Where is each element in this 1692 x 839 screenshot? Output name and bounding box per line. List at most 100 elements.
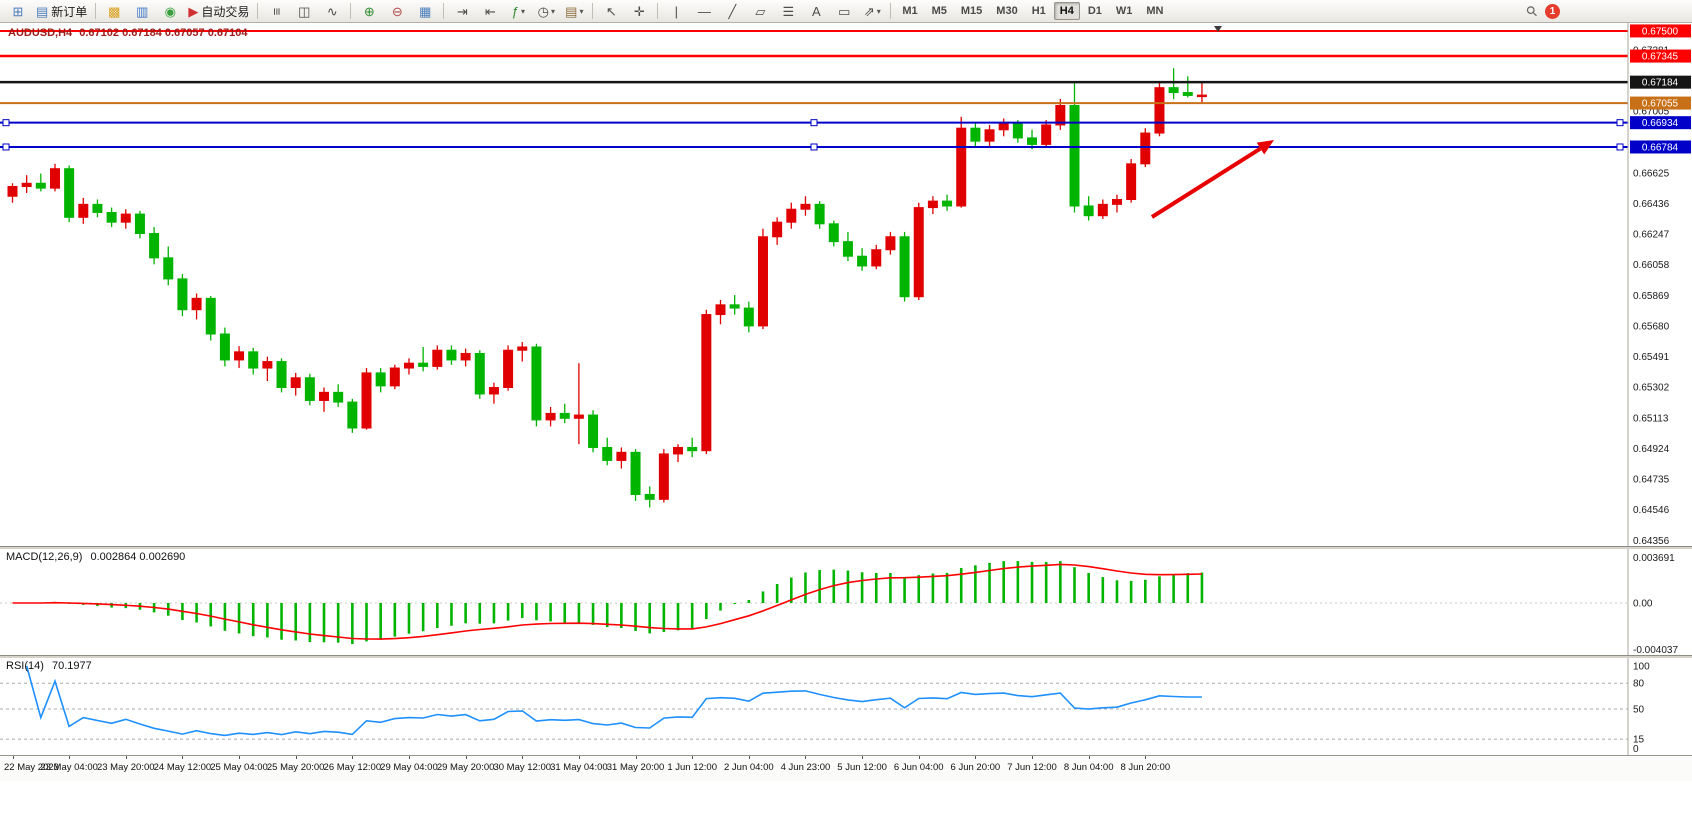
price-badge-0.67345: 0.67345 bbox=[1630, 49, 1691, 63]
line-handle[interactable] bbox=[2, 143, 10, 151]
candle bbox=[673, 444, 684, 463]
rsi-panel[interactable]: 100 80 50 150 bbox=[0, 658, 1692, 755]
cursor-icon[interactable]: ↖ bbox=[598, 2, 624, 21]
time-label: 25 May 04:00 bbox=[210, 762, 268, 773]
cursor-icon: ↖ bbox=[605, 3, 617, 19]
candle bbox=[956, 116, 967, 208]
auto-scroll-icon[interactable]: ⇥ bbox=[449, 2, 475, 21]
zoom-out-icon[interactable]: ⊖ bbox=[384, 2, 410, 21]
periods-icon[interactable]: ◷ ▾ bbox=[533, 2, 559, 21]
candle bbox=[92, 199, 103, 218]
timeframe-button-m15[interactable]: M15 bbox=[960, 5, 983, 17]
time-label: 26 May 12:00 bbox=[323, 762, 382, 773]
horizontal-line-icon[interactable]: — bbox=[691, 2, 717, 21]
time-tick bbox=[578, 756, 580, 759]
candle bbox=[857, 248, 868, 271]
line-handle[interactable] bbox=[810, 119, 818, 127]
zoom-in-icon: ⊕ bbox=[363, 3, 375, 19]
candle bbox=[64, 165, 75, 223]
vertical-line-icon[interactable]: | bbox=[663, 2, 689, 21]
zoom-in-icon[interactable]: ⊕ bbox=[356, 2, 382, 21]
toolbar-separator bbox=[95, 3, 97, 19]
time-tick bbox=[352, 756, 354, 759]
svg-text:0.67500: 0.67500 bbox=[1642, 26, 1679, 37]
timeframe-button-mn[interactable]: MN bbox=[1146, 5, 1164, 17]
trendline-icon[interactable]: ╱ bbox=[719, 2, 745, 21]
candlestick-chart-icon[interactable]: ◫ bbox=[291, 2, 317, 21]
auto-scroll-icon: ⇥ bbox=[456, 3, 468, 19]
panel-separator[interactable] bbox=[0, 546, 1692, 549]
chart-title: AUDUSD,H4 0.67102 0.67184 0.67057 0.6710… bbox=[8, 27, 251, 39]
indicators-icon[interactable]: ƒ ▾ bbox=[505, 2, 531, 21]
candle bbox=[7, 183, 18, 203]
timeframe-button-m30[interactable]: M30 bbox=[996, 5, 1018, 17]
candle bbox=[970, 123, 981, 147]
timeframe-button-h4[interactable]: H4 bbox=[1053, 2, 1080, 20]
candle bbox=[248, 347, 259, 375]
price-chart-panel[interactable]: 0.673810.670050.666250.664360.662470.660… bbox=[0, 23, 1692, 546]
last-bar-marker bbox=[1214, 26, 1222, 32]
periods-icon: ◷ bbox=[537, 3, 549, 19]
candle bbox=[163, 246, 174, 286]
time-tick bbox=[239, 756, 241, 759]
timeframe-button-w1[interactable]: W1 bbox=[1115, 5, 1133, 17]
timeframe-button-h1[interactable]: H1 bbox=[1031, 5, 1046, 17]
line-handle[interactable] bbox=[2, 119, 10, 127]
line-chart-icon[interactable]: ∿ bbox=[319, 2, 345, 21]
price-axis-label: 0.67005 bbox=[1633, 107, 1670, 118]
line-handle[interactable] bbox=[1616, 119, 1624, 127]
time-axis: 22 May 2023 23 May 04:00 23 May 20:00 24 Ma… bbox=[0, 755, 1692, 781]
time-tick bbox=[975, 756, 977, 759]
time-tick bbox=[125, 756, 127, 759]
candle bbox=[573, 363, 584, 445]
community-icon[interactable]: ◉ bbox=[157, 2, 183, 21]
search-icon[interactable]: ⚲ bbox=[1522, 1, 1541, 21]
dropdown-arrow-icon: ▾ bbox=[520, 6, 525, 16]
equidistant-channel-icon[interactable]: ▱ bbox=[747, 2, 773, 21]
new-chart-icon: ⊞ bbox=[12, 3, 24, 19]
line-handle[interactable] bbox=[1616, 143, 1624, 151]
bar-chart-icon[interactable]: ≡ bbox=[263, 2, 289, 21]
time-tick bbox=[692, 756, 694, 759]
candle bbox=[899, 231, 910, 302]
templates-icon[interactable]: ▤ ▾ bbox=[561, 2, 587, 21]
rsi-label: RSI(14) 70.1977 bbox=[6, 660, 97, 672]
autotrading-button[interactable]: ▶ 自动交易 bbox=[185, 2, 252, 21]
crosshair-icon[interactable]: ✛ bbox=[626, 2, 652, 21]
text-icon[interactable]: A bbox=[803, 2, 829, 21]
chart-shift-icon[interactable]: ⇤ bbox=[477, 2, 503, 21]
horizontal-line-0.66784[interactable] bbox=[0, 143, 1628, 151]
candle bbox=[1196, 82, 1207, 103]
zoom-out-icon: ⊖ bbox=[391, 3, 403, 19]
profile-icon[interactable]: ▥ bbox=[129, 2, 155, 21]
line-handle[interactable] bbox=[810, 143, 818, 151]
horizontal-line-0.66934[interactable] bbox=[0, 119, 1628, 127]
arrows-tool-icon[interactable]: ⇗ ▾ bbox=[859, 2, 885, 21]
vertical-line-icon: | bbox=[674, 3, 679, 19]
text-label-icon[interactable]: ▭ bbox=[831, 2, 857, 21]
tile-windows-icon[interactable]: ▦ bbox=[412, 2, 438, 21]
candle bbox=[913, 202, 924, 300]
new-order-button: ▤ bbox=[36, 3, 49, 19]
price-badge-0.67055: 0.67055 bbox=[1630, 96, 1691, 110]
new-chart-icon[interactable]: ⊞ bbox=[5, 2, 31, 21]
marketplace-icon[interactable]: ▩ bbox=[101, 2, 127, 21]
rsi-value: 70.1977 bbox=[51, 660, 92, 672]
fibonacci-icon[interactable]: ☰ bbox=[775, 2, 801, 21]
timeframe-button-m5[interactable]: M5 bbox=[931, 5, 947, 17]
timeframe-button-d1[interactable]: D1 bbox=[1087, 5, 1102, 17]
trend-arrow[interactable] bbox=[1150, 140, 1274, 219]
candle bbox=[814, 201, 825, 229]
candle bbox=[588, 410, 599, 453]
candle bbox=[177, 274, 188, 317]
rsi-name: RSI(14) bbox=[6, 660, 44, 672]
macd-panel[interactable]: 0.003691 0.00 -0.004037 bbox=[0, 549, 1692, 655]
new-order-button[interactable]: ▤ 新订单 bbox=[33, 2, 90, 21]
time-label: 29 May 20:00 bbox=[436, 762, 495, 773]
candle bbox=[403, 358, 414, 375]
timeframe-button-m1[interactable]: M1 bbox=[902, 5, 918, 17]
notification-badge[interactable]: 1 bbox=[1545, 4, 1560, 19]
price-axis-label: 0.64735 bbox=[1633, 475, 1670, 486]
time-tick bbox=[862, 756, 864, 759]
panel-separator[interactable] bbox=[0, 655, 1692, 658]
